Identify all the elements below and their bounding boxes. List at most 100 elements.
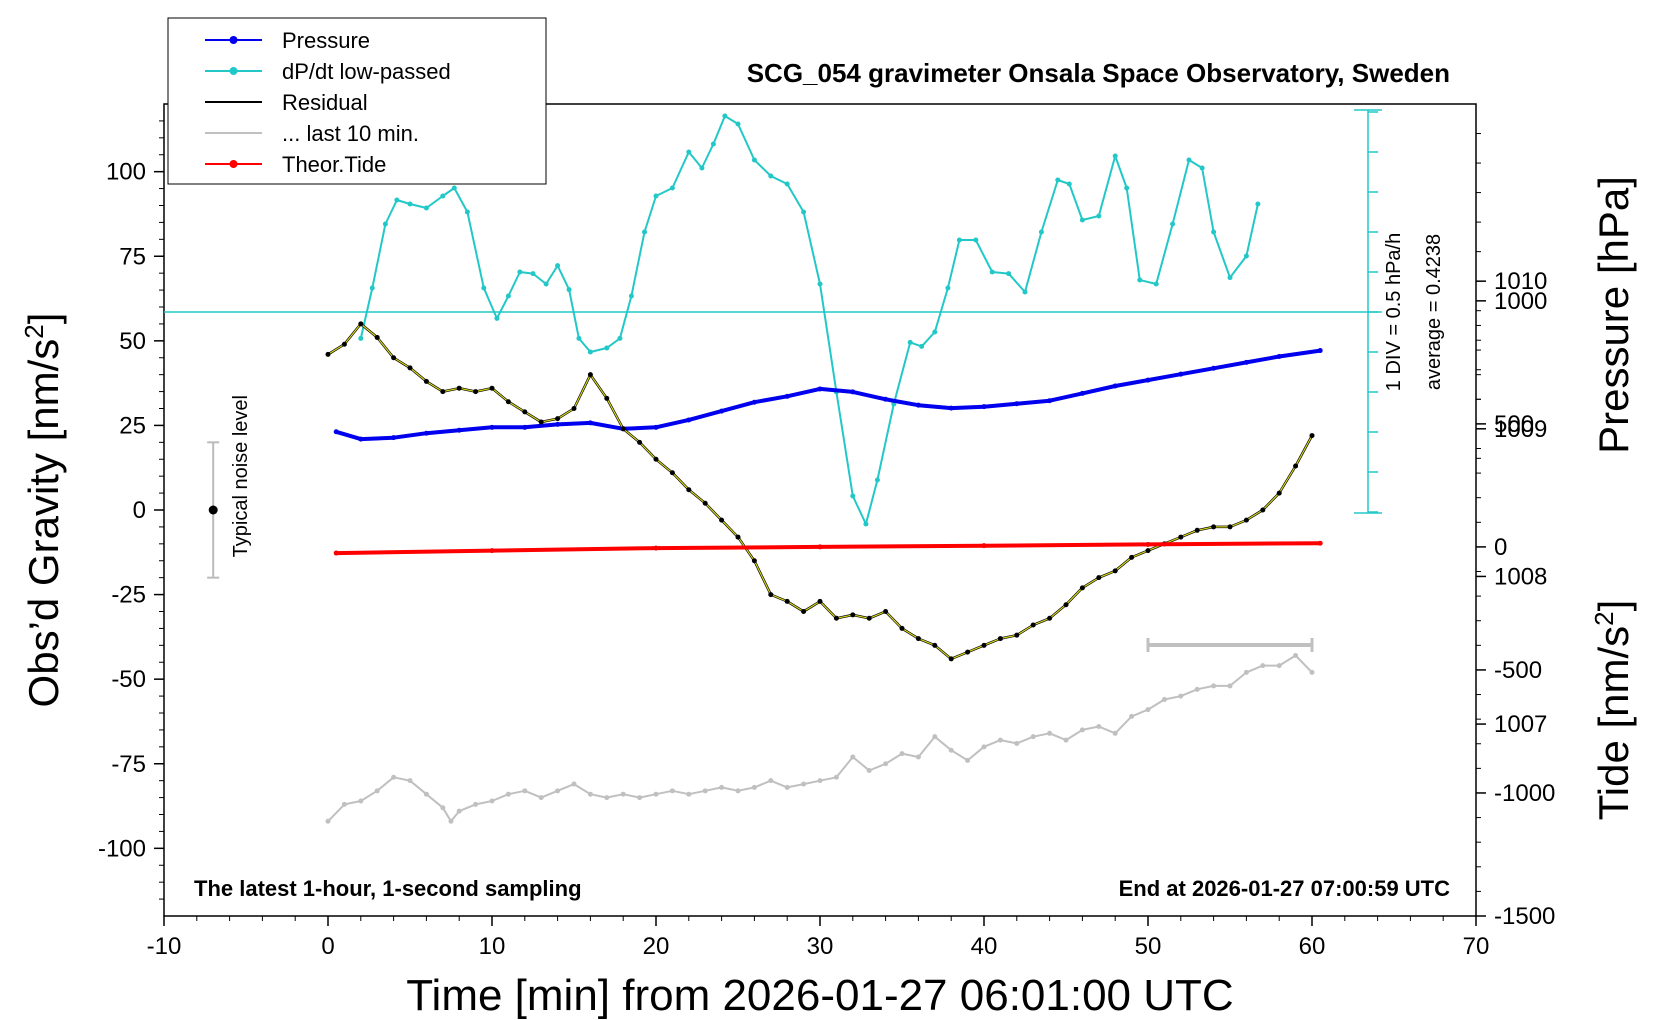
last10-point bbox=[669, 788, 675, 794]
last10-point bbox=[702, 788, 708, 794]
tide-tick-label: 0 bbox=[1494, 534, 1507, 561]
dpdt-point bbox=[874, 477, 880, 483]
y-axis-label-gravity-main: Obs’d Gravity [nm/s bbox=[20, 339, 67, 708]
last10-point bbox=[719, 784, 725, 790]
dpdt-point bbox=[382, 221, 388, 227]
pressure-point bbox=[981, 404, 987, 410]
dpdt-point bbox=[555, 263, 561, 269]
x-tick-label: 70 bbox=[1463, 933, 1490, 960]
pressure-point bbox=[423, 430, 429, 436]
bottom-left-note: The latest 1-hour, 1-second sampling bbox=[194, 876, 582, 901]
dpdt-point bbox=[1153, 281, 1159, 287]
last10-point bbox=[1030, 734, 1036, 740]
pressure-point bbox=[333, 429, 339, 435]
last10-point bbox=[915, 754, 921, 760]
last10-point bbox=[817, 778, 823, 784]
residual-point bbox=[1194, 527, 1200, 533]
dpdt-point bbox=[464, 209, 470, 215]
last10-point bbox=[1211, 683, 1217, 689]
dpdt-point bbox=[1066, 181, 1072, 187]
residual-point bbox=[915, 636, 921, 642]
residual-point bbox=[1063, 602, 1069, 608]
last10-point bbox=[440, 805, 446, 811]
tide-point bbox=[1317, 540, 1323, 546]
residual-point bbox=[423, 378, 429, 384]
last10-point bbox=[473, 801, 479, 807]
last10-point bbox=[620, 791, 626, 797]
last10-point bbox=[1079, 727, 1085, 733]
residual-point bbox=[1211, 524, 1217, 530]
residual-point bbox=[391, 355, 397, 361]
dpdt-point bbox=[1186, 157, 1192, 163]
dpdt-average-label: average = 0.4238 bbox=[1423, 234, 1445, 390]
dpdt-scale-label: 1 DIV = 0.5 hPa/h bbox=[1383, 233, 1405, 391]
last10-point bbox=[1145, 707, 1151, 713]
gravity-tick-label: 0 bbox=[133, 497, 146, 524]
last10-point bbox=[1309, 669, 1315, 675]
residual-point bbox=[571, 406, 577, 411]
noise-center-dot bbox=[208, 505, 218, 515]
y-axis-tide: 1000 500 0 -500 -1000 -1500 bbox=[1476, 288, 1555, 930]
residual-point bbox=[948, 656, 954, 662]
dpdt-point bbox=[973, 237, 979, 243]
dpdt-point bbox=[481, 285, 487, 291]
y-axis-label-tide: Tide [nm/s2] bbox=[1589, 600, 1637, 821]
residual-point bbox=[866, 615, 872, 621]
pressure-point bbox=[522, 424, 528, 430]
dpdt-point bbox=[722, 113, 728, 119]
last10-point bbox=[423, 791, 429, 797]
pressure-tick-label: 1010 bbox=[1494, 268, 1547, 295]
dpdt-point bbox=[1227, 275, 1233, 281]
pressure-point bbox=[850, 389, 856, 395]
residual-point bbox=[1243, 517, 1249, 523]
last10-point bbox=[538, 795, 544, 801]
dpdt-point bbox=[735, 121, 741, 127]
residual-point bbox=[1260, 507, 1266, 513]
legend-label: Theor.Tide bbox=[282, 152, 386, 177]
dpdt-point bbox=[576, 335, 582, 341]
residual-point bbox=[1276, 490, 1282, 496]
x-tick-label: 10 bbox=[479, 933, 506, 960]
last10-point bbox=[637, 795, 643, 801]
residual-point bbox=[883, 609, 889, 614]
last10-point bbox=[571, 781, 577, 787]
last10-point bbox=[407, 778, 413, 784]
residual-point bbox=[981, 642, 987, 648]
residual-point bbox=[620, 426, 626, 432]
residual-point bbox=[325, 351, 331, 357]
last10-point bbox=[1194, 686, 1200, 692]
last10-point bbox=[374, 788, 380, 794]
pressure-point bbox=[1211, 365, 1217, 371]
last10-point bbox=[1178, 693, 1184, 699]
series-layer bbox=[325, 113, 1323, 824]
legend-label: Pressure bbox=[282, 28, 370, 53]
dpdt-point bbox=[407, 201, 413, 207]
bottom-right-note: End at 2026-01-27 07:00:59 UTC bbox=[1119, 876, 1450, 901]
gravity-tick-label: 25 bbox=[119, 412, 146, 439]
pressure-point bbox=[751, 399, 757, 405]
legend-marker bbox=[229, 67, 238, 75]
residual-point bbox=[932, 642, 938, 648]
pressure-point bbox=[1079, 390, 1085, 396]
tide-tick-label: -1500 bbox=[1494, 903, 1555, 930]
tide-point bbox=[333, 550, 339, 556]
x-tick-label: 40 bbox=[971, 933, 998, 960]
y-axis-label-gravity: Obs’d Gravity [nm/s2] bbox=[19, 313, 67, 708]
last10-point bbox=[1227, 683, 1233, 689]
gravity-tick-label: -100 bbox=[98, 835, 146, 862]
residual-point bbox=[1145, 548, 1151, 554]
dpdt-point bbox=[1055, 177, 1061, 183]
dpdt-point bbox=[369, 285, 375, 291]
residual-point bbox=[489, 385, 495, 391]
pressure-tick-label: 1009 bbox=[1494, 416, 1547, 443]
last10-point bbox=[784, 784, 790, 790]
residual-point bbox=[1112, 568, 1118, 574]
dpdt-point bbox=[1124, 185, 1130, 191]
pressure-point bbox=[1317, 348, 1323, 354]
gravity-tick-label: 50 bbox=[119, 328, 146, 355]
pressure-point bbox=[817, 386, 823, 392]
last10-point bbox=[751, 784, 757, 790]
tide-tick-label: -500 bbox=[1494, 657, 1542, 684]
dpdt-point bbox=[1199, 165, 1205, 171]
residual-point bbox=[374, 334, 380, 340]
